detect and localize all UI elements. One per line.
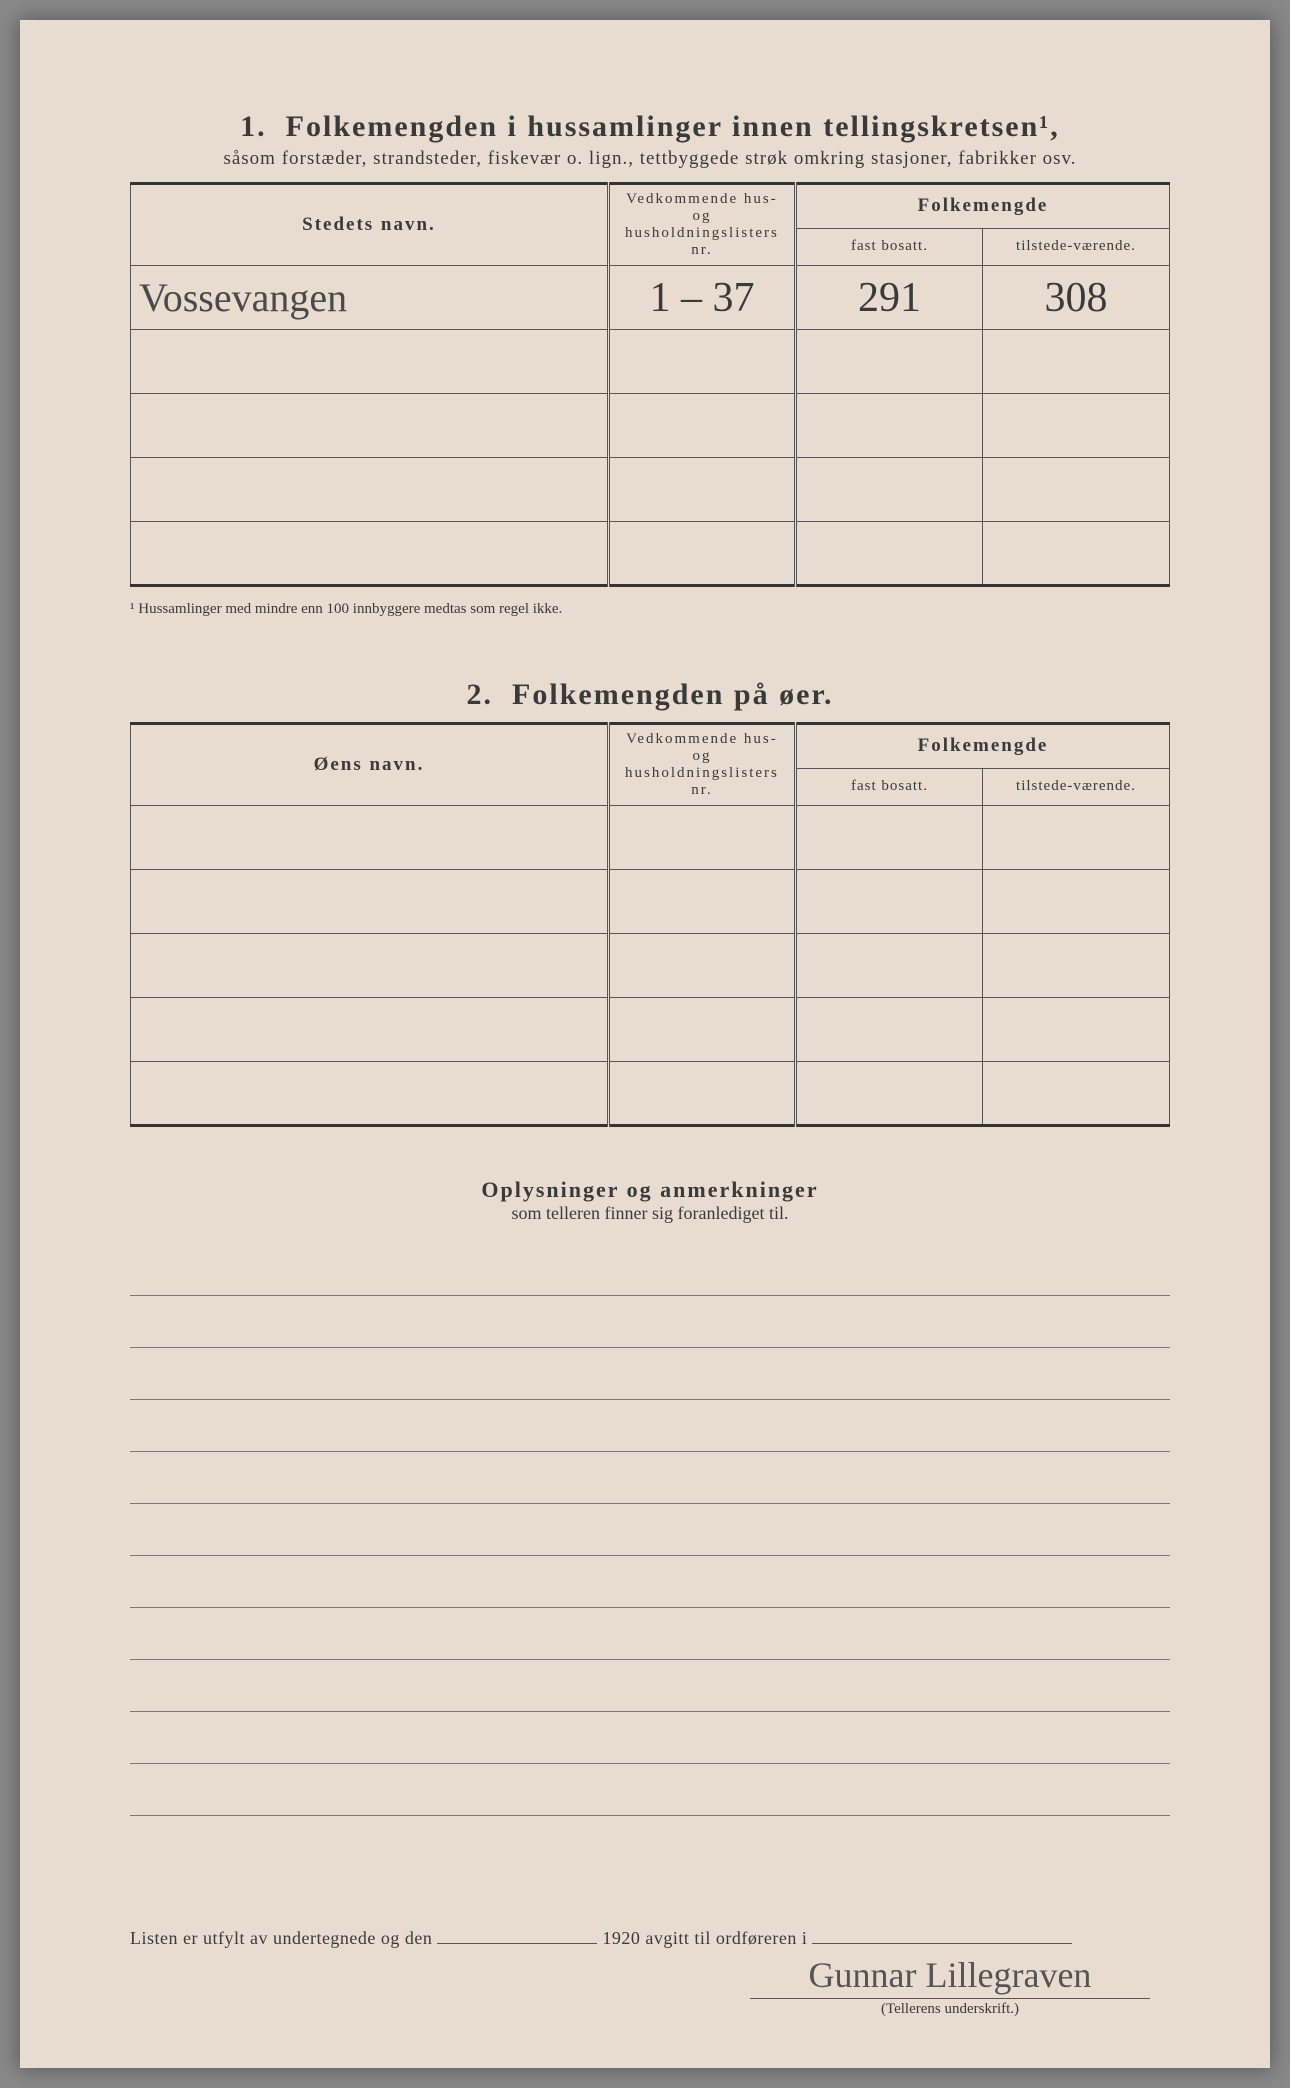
section1: 1. Folkemengden i hussamlinger innen tel… bbox=[130, 110, 1170, 618]
col-name-header-2: Øens navn. bbox=[131, 724, 609, 806]
cell-fast bbox=[795, 998, 982, 1062]
col-folkemengde-header-2: Folkemengde bbox=[795, 724, 1169, 769]
ruled-line bbox=[130, 1452, 1170, 1504]
notes-sub: som telleren finner sig foranlediget til… bbox=[130, 1203, 1170, 1224]
cell-name bbox=[131, 330, 609, 394]
cell-name bbox=[131, 934, 609, 998]
bottom-line: Listen er utfylt av undertegnede og den … bbox=[130, 1926, 1170, 1949]
cell-fast bbox=[795, 870, 982, 934]
cell-til bbox=[982, 1062, 1169, 1126]
ruled-line bbox=[130, 1244, 1170, 1296]
col-name-header: Stedets navn. bbox=[131, 184, 609, 266]
col-til-header-2: tilstede-værende. bbox=[982, 768, 1169, 805]
col-til-header: tilstede-værende. bbox=[982, 228, 1169, 265]
cell-til bbox=[982, 522, 1169, 586]
cell-til bbox=[982, 394, 1169, 458]
ruled-line bbox=[130, 1764, 1170, 1816]
col-nr-header: Vedkommende hus- og husholdningslisters … bbox=[608, 184, 795, 266]
cell-fast bbox=[795, 806, 982, 870]
section1-footnote: ¹ Hussamlinger med mindre enn 100 innbyg… bbox=[130, 601, 1170, 618]
cell-nr bbox=[608, 1062, 795, 1126]
section1-subtitle: såsom forstæder, strandsteder, fiskevær … bbox=[130, 148, 1170, 170]
ruled-line bbox=[130, 1400, 1170, 1452]
table-row bbox=[131, 1062, 1170, 1126]
cell-nr bbox=[608, 870, 795, 934]
ruled-line bbox=[130, 1296, 1170, 1348]
cell-nr bbox=[608, 394, 795, 458]
section2: 2. Folkemengden på øer. Øens navn. Vedko… bbox=[130, 678, 1170, 1127]
signature-area: Gunnar Lillegraven (Tellerens underskrif… bbox=[750, 1954, 1150, 2018]
cell-name bbox=[131, 522, 609, 586]
date-blank bbox=[437, 1926, 597, 1944]
cell-fast bbox=[795, 458, 982, 522]
table-row bbox=[131, 934, 1170, 998]
ruled-line bbox=[130, 1556, 1170, 1608]
col-fast-header: fast bosatt. bbox=[795, 228, 982, 265]
cell-name: Vossevangen bbox=[131, 266, 609, 330]
signature: Gunnar Lillegraven bbox=[750, 1954, 1150, 1999]
cell-til bbox=[982, 870, 1169, 934]
table-row bbox=[131, 870, 1170, 934]
cell-name bbox=[131, 394, 609, 458]
table-row bbox=[131, 394, 1170, 458]
ruled-line bbox=[130, 1504, 1170, 1556]
col-folkemengde-header: Folkemengde bbox=[795, 184, 1169, 229]
section1-title: 1. Folkemengden i hussamlinger innen tel… bbox=[130, 110, 1170, 144]
cell-name bbox=[131, 870, 609, 934]
section2-table: Øens navn. Vedkommende hus- og husholdni… bbox=[130, 722, 1170, 1127]
cell-til bbox=[982, 458, 1169, 522]
cell-nr bbox=[608, 458, 795, 522]
ordforer-blank bbox=[812, 1926, 1072, 1944]
table-row bbox=[131, 330, 1170, 394]
cell-til bbox=[982, 934, 1169, 998]
table-row bbox=[131, 806, 1170, 870]
cell-fast bbox=[795, 1062, 982, 1126]
table-row bbox=[131, 458, 1170, 522]
cell-nr: 1 – 37 bbox=[608, 266, 795, 330]
section1-table: Stedets navn. Vedkommende hus- og hushol… bbox=[130, 182, 1170, 587]
ruled-line bbox=[130, 1712, 1170, 1764]
notes-title: Oplysninger og anmerkninger bbox=[130, 1177, 1170, 1203]
col-nr-header-2: Vedkommende hus- og husholdningslisters … bbox=[608, 724, 795, 806]
table-row bbox=[131, 998, 1170, 1062]
cell-name bbox=[131, 458, 609, 522]
cell-name bbox=[131, 998, 609, 1062]
table-row: Vossevangen1 – 37291308 bbox=[131, 266, 1170, 330]
cell-til bbox=[982, 998, 1169, 1062]
notes-section: Oplysninger og anmerkninger som telleren… bbox=[130, 1177, 1170, 1816]
signature-label: (Tellerens underskrift.) bbox=[750, 2001, 1150, 2018]
cell-fast bbox=[795, 934, 982, 998]
census-form-page: 1. Folkemengden i hussamlinger innen tel… bbox=[20, 20, 1270, 2068]
ruled-line bbox=[130, 1348, 1170, 1400]
cell-nr bbox=[608, 330, 795, 394]
section2-title: 2. Folkemengden på øer. bbox=[130, 678, 1170, 712]
cell-nr bbox=[608, 934, 795, 998]
cell-fast bbox=[795, 394, 982, 458]
cell-name bbox=[131, 1062, 609, 1126]
cell-nr bbox=[608, 998, 795, 1062]
ruled-line bbox=[130, 1608, 1170, 1660]
cell-name bbox=[131, 806, 609, 870]
col-fast-header-2: fast bosatt. bbox=[795, 768, 982, 805]
table-row bbox=[131, 522, 1170, 586]
cell-nr bbox=[608, 522, 795, 586]
cell-til bbox=[982, 806, 1169, 870]
cell-fast bbox=[795, 330, 982, 394]
cell-fast bbox=[795, 522, 982, 586]
cell-til: 308 bbox=[982, 266, 1169, 330]
cell-til bbox=[982, 330, 1169, 394]
cell-nr bbox=[608, 806, 795, 870]
ruled-lines bbox=[130, 1244, 1170, 1816]
cell-fast: 291 bbox=[795, 266, 982, 330]
ruled-line bbox=[130, 1660, 1170, 1712]
